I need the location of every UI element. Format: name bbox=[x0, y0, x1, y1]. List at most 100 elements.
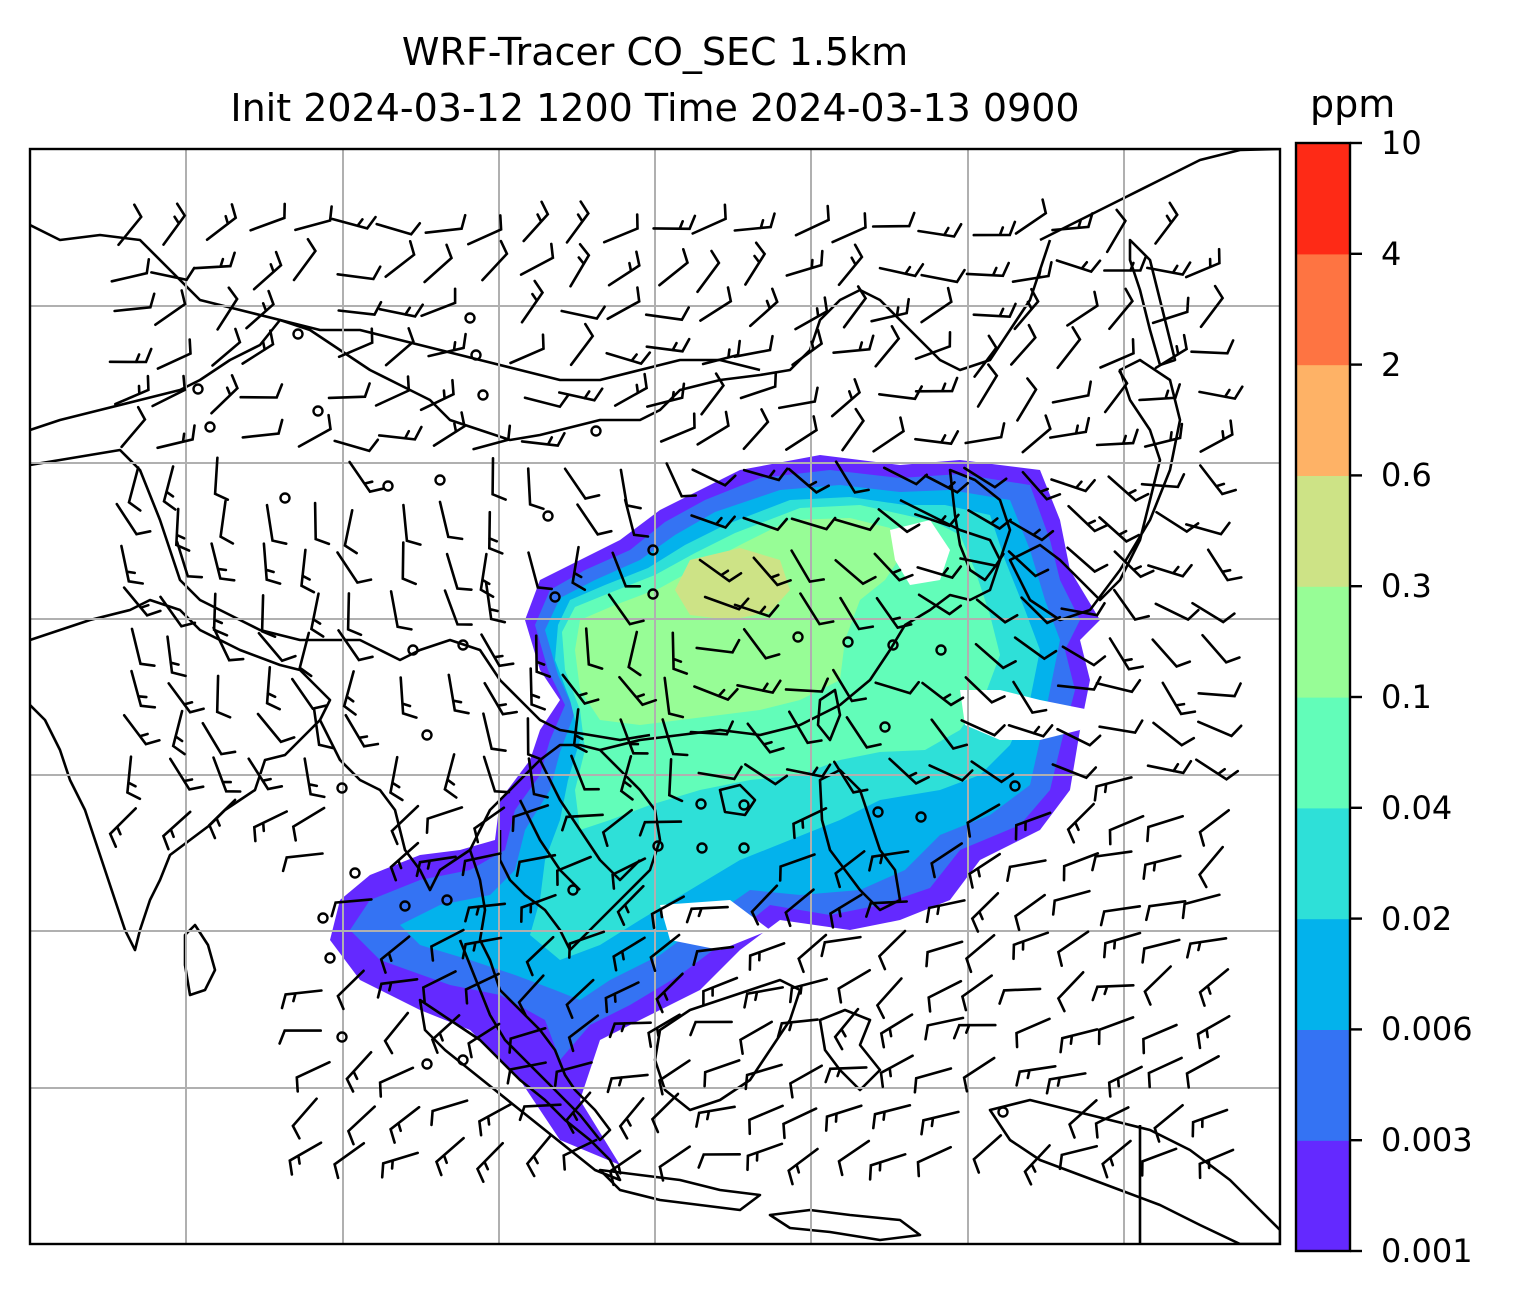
calm-circle bbox=[457, 1054, 469, 1066]
wind-barb bbox=[336, 265, 382, 281]
wind-barb bbox=[925, 899, 966, 924]
coastlines bbox=[30, 149, 1280, 1244]
wind-barb bbox=[297, 413, 332, 448]
wind-barb bbox=[833, 1007, 860, 1051]
coastline-java bbox=[598, 1168, 762, 1212]
calm-circle bbox=[567, 884, 579, 896]
wind-barb bbox=[962, 1056, 996, 1093]
calm-circle bbox=[464, 312, 476, 324]
wind-barb bbox=[1055, 259, 1102, 274]
wind-barb bbox=[914, 376, 959, 393]
wind-barb bbox=[108, 807, 137, 848]
wind-barb bbox=[333, 438, 380, 453]
colorbar-tick-label: 0.001 bbox=[1381, 1232, 1473, 1270]
wind-barb bbox=[799, 592, 835, 626]
wind-barb bbox=[875, 596, 913, 630]
wind-barb bbox=[434, 1136, 465, 1177]
wind-barb bbox=[467, 214, 503, 246]
wind-barb bbox=[787, 1147, 819, 1186]
wind-barb bbox=[122, 586, 162, 617]
wind-barb bbox=[291, 677, 328, 711]
calm-circle bbox=[738, 842, 750, 854]
wind-barb bbox=[156, 424, 196, 450]
wind-barb bbox=[645, 337, 691, 353]
wind-barb bbox=[523, 394, 570, 409]
wind-barb bbox=[117, 203, 143, 247]
calm-circle bbox=[457, 639, 469, 651]
wind-barb bbox=[1097, 1016, 1135, 1046]
wind-barb bbox=[1056, 727, 1102, 747]
wind-barb bbox=[346, 592, 363, 637]
wind-barb bbox=[1051, 212, 1094, 232]
wind-barb bbox=[1056, 930, 1090, 967]
wind-barb bbox=[746, 1142, 784, 1172]
wind-barb bbox=[212, 756, 242, 793]
wind-barb bbox=[517, 974, 545, 1017]
wind-barb bbox=[565, 1091, 592, 1134]
wind-barb bbox=[789, 977, 828, 1004]
wind-barb bbox=[420, 287, 457, 318]
wind-barb bbox=[108, 347, 153, 364]
colorbar-swatch bbox=[1296, 1029, 1350, 1141]
colorbar-swatch bbox=[1296, 1140, 1350, 1252]
wind-barb bbox=[665, 462, 697, 498]
wind-barb bbox=[1095, 428, 1139, 447]
wind-barb bbox=[430, 1099, 469, 1127]
wind-barb bbox=[265, 503, 288, 545]
wind-barb bbox=[162, 465, 177, 511]
wind-barb bbox=[526, 717, 543, 761]
wind-barb bbox=[1108, 814, 1145, 846]
calm-circle bbox=[399, 900, 411, 912]
calm-circle bbox=[647, 544, 659, 556]
wind-barb bbox=[383, 1011, 410, 1055]
wind-barb bbox=[461, 936, 503, 960]
colorbar-tick-label: 0.02 bbox=[1381, 899, 1453, 938]
wind-barb bbox=[778, 853, 816, 882]
calm-circle bbox=[421, 729, 433, 741]
wind-barb bbox=[914, 331, 952, 361]
wind-barb bbox=[511, 804, 550, 833]
wind-barb bbox=[390, 804, 420, 846]
wind-barb bbox=[618, 1097, 645, 1140]
wind-barb bbox=[837, 968, 871, 1004]
wind-barb bbox=[281, 852, 324, 873]
calm-circle bbox=[879, 721, 891, 733]
coastline-sakhalin bbox=[1128, 238, 1177, 367]
wind-barb bbox=[742, 408, 770, 451]
wind-barb bbox=[1108, 637, 1144, 671]
wind-barb bbox=[794, 296, 829, 331]
coastline-korea bbox=[948, 468, 1012, 582]
wind-barb bbox=[733, 334, 774, 358]
wind-barb bbox=[402, 503, 422, 546]
wind-barb bbox=[110, 258, 151, 283]
coastline-taiwan bbox=[816, 688, 842, 742]
wind-barb bbox=[262, 542, 282, 585]
wind-barb bbox=[1185, 521, 1231, 536]
wind-barb bbox=[1195, 758, 1240, 781]
wind-barb bbox=[569, 243, 591, 288]
wind-barb bbox=[1147, 1056, 1183, 1089]
wind-barb bbox=[964, 934, 996, 974]
wind-barb bbox=[491, 457, 507, 501]
wind-barb bbox=[384, 240, 416, 278]
wind-barb bbox=[415, 855, 457, 878]
wind-barb bbox=[1014, 893, 1046, 932]
wind-barb bbox=[693, 685, 739, 702]
wind-barb bbox=[560, 305, 606, 320]
wind-barb bbox=[419, 378, 455, 412]
calm-circle bbox=[590, 425, 602, 437]
wind-barb bbox=[399, 676, 418, 719]
wind-barb bbox=[968, 852, 1001, 889]
wind-barb bbox=[888, 757, 930, 785]
wind-barb bbox=[1051, 380, 1092, 404]
wind-barb bbox=[611, 551, 642, 588]
colorbar-swatch bbox=[1296, 807, 1350, 920]
wind-barb bbox=[374, 375, 411, 407]
wind-barb bbox=[478, 1102, 513, 1137]
wind-barb bbox=[778, 386, 819, 410]
wind-barb bbox=[788, 710, 823, 745]
wind-barb bbox=[219, 499, 235, 545]
wind-barb bbox=[527, 551, 553, 591]
wind-barb bbox=[515, 853, 557, 877]
